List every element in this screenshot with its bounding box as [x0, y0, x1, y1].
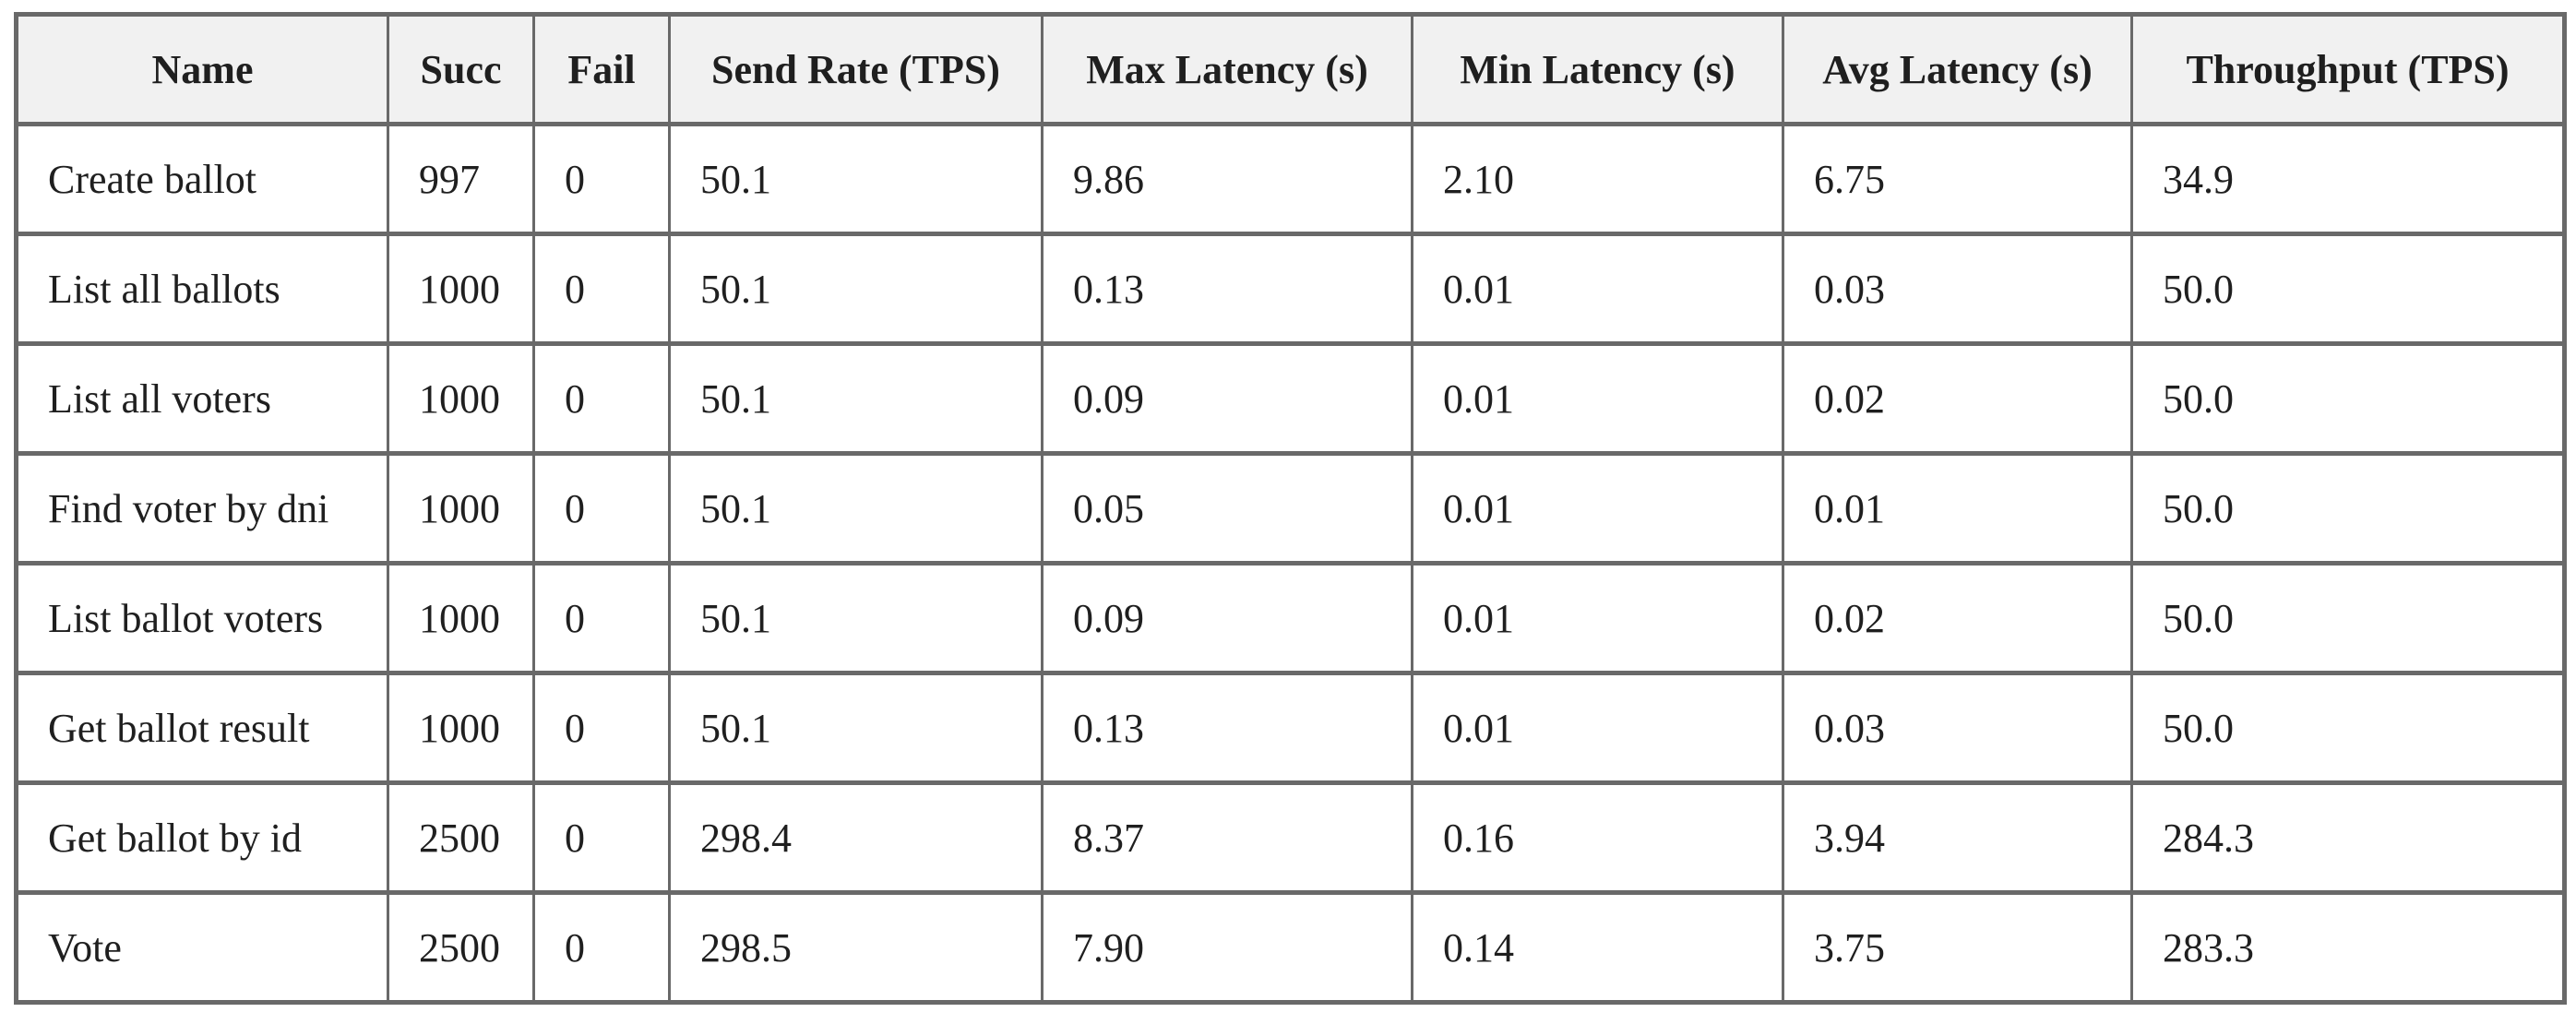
- table-cell: 1000: [387, 671, 535, 785]
- column-header: Throughput (TPS): [2130, 12, 2566, 126]
- table-row: List all voters 1000 0 50.1 0.09 0.01 0.02 50.0: [15, 341, 2566, 456]
- table-cell: 2500: [387, 890, 535, 1005]
- table-cell: 283.3: [2130, 890, 2566, 1005]
- benchmark-results-table: Name Succ Fail Send Rate (TPS) Max Latency (…: [14, 12, 2567, 1005]
- table-cell: 34.9: [2130, 122, 2566, 236]
- table-cell: 50.1: [668, 451, 1044, 566]
- table-cell: 0: [532, 561, 671, 675]
- column-header: Send Rate (TPS): [668, 12, 1044, 126]
- table-row: Get ballot result 1000 0 50.1 0.13 0.01 0.03 50…: [15, 671, 2566, 785]
- table-cell: 3.75: [1782, 890, 2133, 1005]
- table-cell: 50.1: [668, 122, 1044, 236]
- table-cell: 50.0: [2130, 341, 2566, 456]
- column-header: Succ: [387, 12, 535, 126]
- table-row: Vote 2500 0 298.5 7.90 0.14 3.75 283.3: [15, 890, 2566, 1005]
- row-name-cell: Create ballot: [15, 122, 389, 236]
- table-cell: 0: [532, 890, 671, 1005]
- table-row: Get ballot by id 2500 0 298.4 8.37 0.16 3.94 28…: [15, 780, 2566, 895]
- table-row: Create ballot 997 0 50.1 9.86 2.10 6.75 34.9: [15, 122, 2566, 236]
- table-cell: 2500: [387, 780, 535, 895]
- table-cell: 0.01: [1411, 561, 1784, 675]
- column-header: Name: [15, 12, 389, 126]
- table-cell: 0.02: [1782, 561, 2133, 675]
- table-cell: 0: [532, 232, 671, 346]
- table-cell: 0: [532, 671, 671, 785]
- table-cell: 3.94: [1782, 780, 2133, 895]
- table-cell: 50.0: [2130, 232, 2566, 346]
- table-cell: 0.01: [1411, 341, 1784, 456]
- table-cell: 0.01: [1411, 671, 1784, 785]
- table-cell: 7.90: [1041, 890, 1413, 1005]
- row-name-cell: Get ballot by id: [15, 780, 389, 895]
- table-row: List ballot voters 1000 0 50.1 0.09 0.01 0.02 5…: [15, 561, 2566, 675]
- table-cell: 1000: [387, 232, 535, 346]
- table-cell: 0.16: [1411, 780, 1784, 895]
- column-header: Min Latency (s): [1411, 12, 1784, 126]
- table-row: List all ballots 1000 0 50.1 0.13 0.01 0.03 50.…: [15, 232, 2566, 346]
- table-row: Find voter by dni 1000 0 50.1 0.05 0.01 0.01 50…: [15, 451, 2566, 566]
- table-cell: 1000: [387, 561, 535, 675]
- table-cell: 298.5: [668, 890, 1044, 1005]
- column-header: Fail: [532, 12, 671, 126]
- table-cell: 50.0: [2130, 561, 2566, 675]
- table-cell: 0.01: [1411, 232, 1784, 346]
- table-cell: 50.1: [668, 561, 1044, 675]
- row-name-cell: List all ballots: [15, 232, 389, 346]
- table-cell: 50.0: [2130, 671, 2566, 785]
- table-cell: 0.14: [1411, 890, 1784, 1005]
- column-header: Avg Latency (s): [1782, 12, 2133, 126]
- column-header: Max Latency (s): [1041, 12, 1413, 126]
- table-cell: 0: [532, 341, 671, 456]
- row-name-cell: Find voter by dni: [15, 451, 389, 566]
- table-cell: 0: [532, 451, 671, 566]
- table-cell: 50.1: [668, 671, 1044, 785]
- row-name-cell: List all voters: [15, 341, 389, 456]
- row-name-cell: Get ballot result: [15, 671, 389, 785]
- table-cell: 0.05: [1041, 451, 1413, 566]
- table-cell: 0.13: [1041, 671, 1413, 785]
- table-cell: 50.0: [2130, 451, 2566, 566]
- row-name-cell: List ballot voters: [15, 561, 389, 675]
- table-cell: 50.1: [668, 232, 1044, 346]
- table-cell: 0.09: [1041, 341, 1413, 456]
- table-cell: 298.4: [668, 780, 1044, 895]
- table-cell: 2.10: [1411, 122, 1784, 236]
- table-cell: 6.75: [1782, 122, 2133, 236]
- table-cell: 0: [532, 780, 671, 895]
- table-cell: 9.86: [1041, 122, 1413, 236]
- table-header-row: Name Succ Fail Send Rate (TPS) Max Latency (…: [15, 12, 2566, 126]
- table-cell: 284.3: [2130, 780, 2566, 895]
- table-cell: 997: [387, 122, 535, 236]
- table-cell: 1000: [387, 341, 535, 456]
- table-cell: 0.03: [1782, 671, 2133, 785]
- table-cell: 0.13: [1041, 232, 1413, 346]
- table-header: Name Succ Fail Send Rate (TPS) Max Latency (…: [15, 12, 2566, 126]
- table-cell: 8.37: [1041, 780, 1413, 895]
- table-cell: 0.09: [1041, 561, 1413, 675]
- table-cell: 0.02: [1782, 341, 2133, 456]
- row-name-cell: Vote: [15, 890, 389, 1005]
- table-cell: 0.01: [1782, 451, 2133, 566]
- table-cell: 0.01: [1411, 451, 1784, 566]
- table-cell: 1000: [387, 451, 535, 566]
- table-cell: 50.1: [668, 341, 1044, 456]
- table-cell: 0: [532, 122, 671, 236]
- table-body: Create ballot 997 0 50.1 9.86 2.10 6.75 34.9 Lis…: [15, 122, 2566, 1005]
- table-cell: 0.03: [1782, 232, 2133, 346]
